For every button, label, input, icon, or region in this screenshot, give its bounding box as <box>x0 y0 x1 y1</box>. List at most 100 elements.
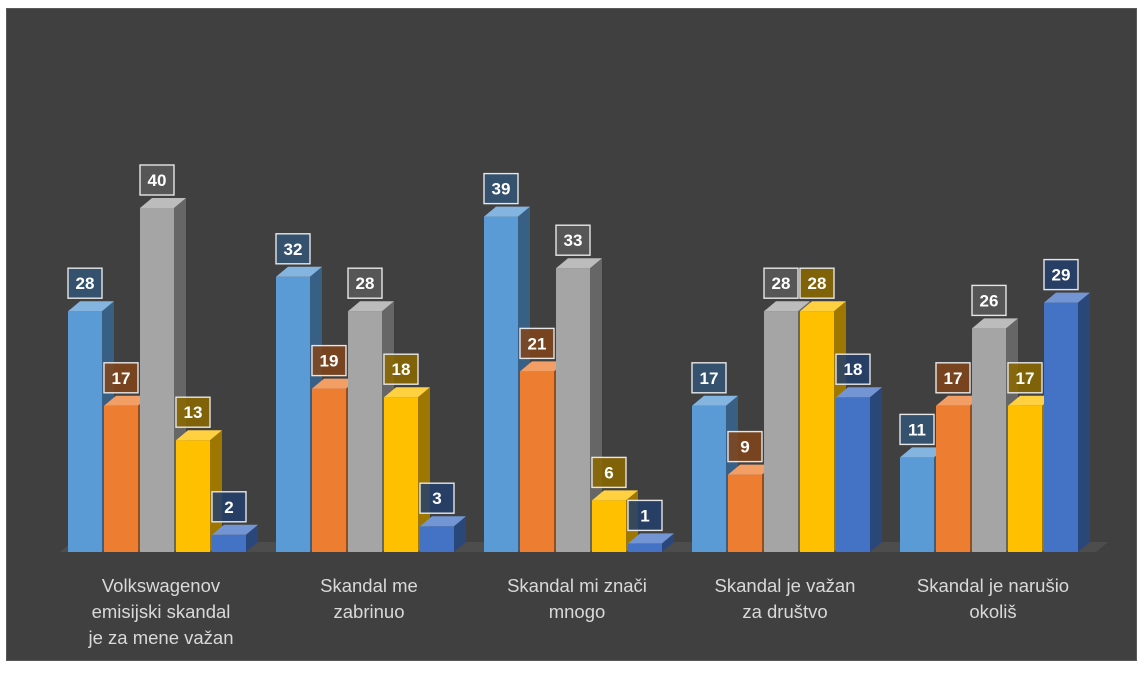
bar-front <box>900 457 934 552</box>
bar-front <box>692 405 726 552</box>
data-label-box <box>555 224 591 256</box>
data-label: 3 <box>419 482 455 514</box>
bar-front <box>384 397 418 552</box>
data-label-box <box>591 456 627 489</box>
data-label: 6 <box>591 456 627 489</box>
data-label: 17 <box>691 362 727 394</box>
data-label: 28 <box>799 267 835 299</box>
bar-front <box>972 328 1006 552</box>
data-label: 17 <box>103 362 139 394</box>
bar-top <box>68 301 114 312</box>
category-label-line: zabrinuo <box>334 601 405 622</box>
category-label-line: Skandal me <box>320 575 418 596</box>
bar-top <box>936 395 982 406</box>
category-labels: Volkswagenov emisijski skandal je za mene … <box>87 575 1069 648</box>
data-label-box <box>899 413 935 446</box>
data-label: 33 <box>555 224 591 256</box>
bar-front <box>800 311 834 552</box>
data-label: 9 <box>727 430 763 463</box>
data-label-box <box>211 491 247 523</box>
bar-top <box>384 387 430 398</box>
data-label-text: 33 <box>564 231 583 250</box>
data-label: 26 <box>971 284 1007 317</box>
data-label-box <box>383 353 419 385</box>
data-label-box <box>67 267 103 299</box>
data-label-box <box>1007 362 1043 394</box>
bar-side <box>662 533 674 552</box>
data-label: 19 <box>311 344 347 377</box>
bar <box>836 387 882 552</box>
data-label: 11 <box>899 413 935 446</box>
bar <box>592 490 638 552</box>
bar-front <box>520 371 554 552</box>
data-label: 17 <box>935 362 971 394</box>
bar-front <box>592 500 626 552</box>
data-label-box <box>691 362 727 394</box>
category-label-line: Skandal je narušio <box>917 575 1069 596</box>
data-label-text: 11 <box>908 420 926 439</box>
category-label-line: Volkswagenov <box>102 575 221 596</box>
data-label: 2 <box>211 491 247 523</box>
data-label-box <box>419 482 455 514</box>
data-label-text: 18 <box>844 360 863 379</box>
bars <box>68 198 1090 552</box>
bar-front <box>348 311 382 552</box>
category-label: Skandal je važan za društvo <box>715 575 856 622</box>
bar-chart: 28 17 40 13 2 32 19 28 18 3 39 21 33 6 1 17 9 28 28 18 11 17 2… <box>60 164 1108 648</box>
category-label: Skandal je narušio okoliš <box>917 575 1069 622</box>
bar-front <box>836 397 870 552</box>
data-label: 1 <box>627 499 663 532</box>
data-label-box <box>835 353 871 385</box>
bar-front <box>936 405 970 552</box>
bar-top <box>592 490 638 501</box>
bar-front <box>312 388 346 552</box>
data-label-text: 9 <box>740 438 749 457</box>
data-label: 28 <box>347 267 383 299</box>
data-label-text: 17 <box>112 369 131 388</box>
bar <box>628 533 674 552</box>
bar-top <box>212 524 258 535</box>
data-label-text: 18 <box>392 360 411 379</box>
bar-top <box>764 301 810 312</box>
bar-top <box>312 378 358 389</box>
bar-top <box>556 258 602 269</box>
bar-front <box>68 311 102 552</box>
bar-top <box>348 301 394 312</box>
data-label: 28 <box>763 267 799 299</box>
category-label: Volkswagenov emisijski skandal je za mene … <box>87 575 233 648</box>
bar-front <box>176 440 210 552</box>
bar-front <box>1008 405 1042 552</box>
data-label-text: 28 <box>356 274 375 293</box>
category-label-line: za društvo <box>742 601 827 622</box>
data-label: 39 <box>483 172 519 205</box>
bar-side <box>454 516 466 552</box>
bar <box>1044 292 1090 552</box>
bar-top <box>728 464 774 475</box>
chart-area: 28 17 40 13 2 32 19 28 18 3 39 21 33 6 1 17 9 28 28 18 11 17 2… <box>6 8 1137 661</box>
category-label-line: mnogo <box>549 601 606 622</box>
bar-top <box>176 430 222 441</box>
bar-front <box>628 543 662 552</box>
category-label-line: okoliš <box>969 601 1016 622</box>
bar-front <box>764 311 798 552</box>
data-label-box <box>347 267 383 299</box>
data-label: 17 <box>1007 362 1043 394</box>
category-label-line: je za mene važan <box>87 627 233 648</box>
bar-front <box>276 276 310 552</box>
data-label: 32 <box>275 233 311 265</box>
bar-top <box>800 301 846 312</box>
data-label-text: 17 <box>1016 369 1035 388</box>
category-label-line: emisijski skandal <box>92 601 231 622</box>
data-label-text: 29 <box>1052 266 1071 285</box>
data-label: 13 <box>175 396 211 428</box>
data-label: 21 <box>519 327 555 360</box>
data-label: 40 <box>139 164 175 196</box>
data-label-box <box>727 430 763 463</box>
data-label-text: 6 <box>604 463 613 482</box>
bar-side <box>246 524 258 552</box>
bar-front <box>140 208 174 552</box>
data-label-text: 17 <box>700 369 719 388</box>
data-label-box <box>175 396 211 428</box>
bar-top <box>1008 395 1054 406</box>
data-label-box <box>275 233 311 265</box>
